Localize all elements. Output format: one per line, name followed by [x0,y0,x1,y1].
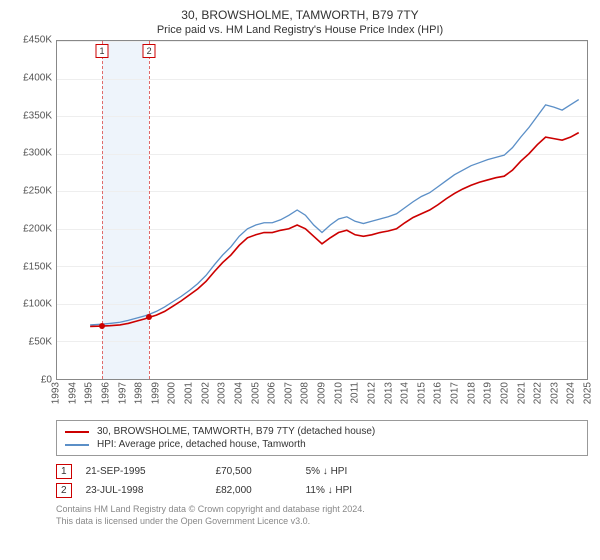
legend: 30, BROWSHOLME, TAMWORTH, B79 7TY (detac… [56,420,588,456]
sale-row: 2 23-JUL-1998 £82,000 11% ↓ HPI [56,481,588,500]
line-layer [57,41,587,379]
sale-marker-icon: 1 [56,464,72,479]
sale-diff: 11% ↓ HPI [306,485,386,496]
legend-item: 30, BROWSHOLME, TAMWORTH, B79 7TY (detac… [65,425,579,438]
chart-area: £0£50K£100K£150K£200K£250K£300K£350K£400… [12,40,588,380]
chart-title: 30, BROWSHOLME, TAMWORTH, B79 7TY [12,8,588,22]
legend-swatch-icon [65,431,89,433]
sales-table: 1 21-SEP-1995 £70,500 5% ↓ HPI 2 23-JUL-… [56,462,588,500]
sale-price: £82,000 [216,485,306,496]
sale-row: 1 21-SEP-1995 £70,500 5% ↓ HPI [56,462,588,481]
legend-label: 30, BROWSHOLME, TAMWORTH, B79 7TY (detac… [97,426,375,437]
sale-price: £70,500 [216,466,306,477]
chart-subtitle: Price paid vs. HM Land Registry's House … [12,24,588,36]
legend-item: HPI: Average price, detached house, Tamw… [65,438,579,451]
plot-area: 12 [56,40,588,380]
sale-diff: 5% ↓ HPI [306,466,386,477]
y-axis: £0£50K£100K£150K£200K£250K£300K£350K£400… [12,40,56,380]
sale-date: 21-SEP-1995 [86,466,216,477]
legend-swatch-icon [65,444,89,446]
legend-label: HPI: Average price, detached house, Tamw… [97,439,306,450]
sale-date: 23-JUL-1998 [86,485,216,496]
footer-attribution: Contains HM Land Registry data © Crown c… [56,504,588,527]
footer-line: This data is licensed under the Open Gov… [56,516,588,528]
footer-line: Contains HM Land Registry data © Crown c… [56,504,588,516]
x-axis: 1993199419951996199719981999200020012002… [56,380,588,418]
sale-marker-icon: 2 [56,483,72,498]
